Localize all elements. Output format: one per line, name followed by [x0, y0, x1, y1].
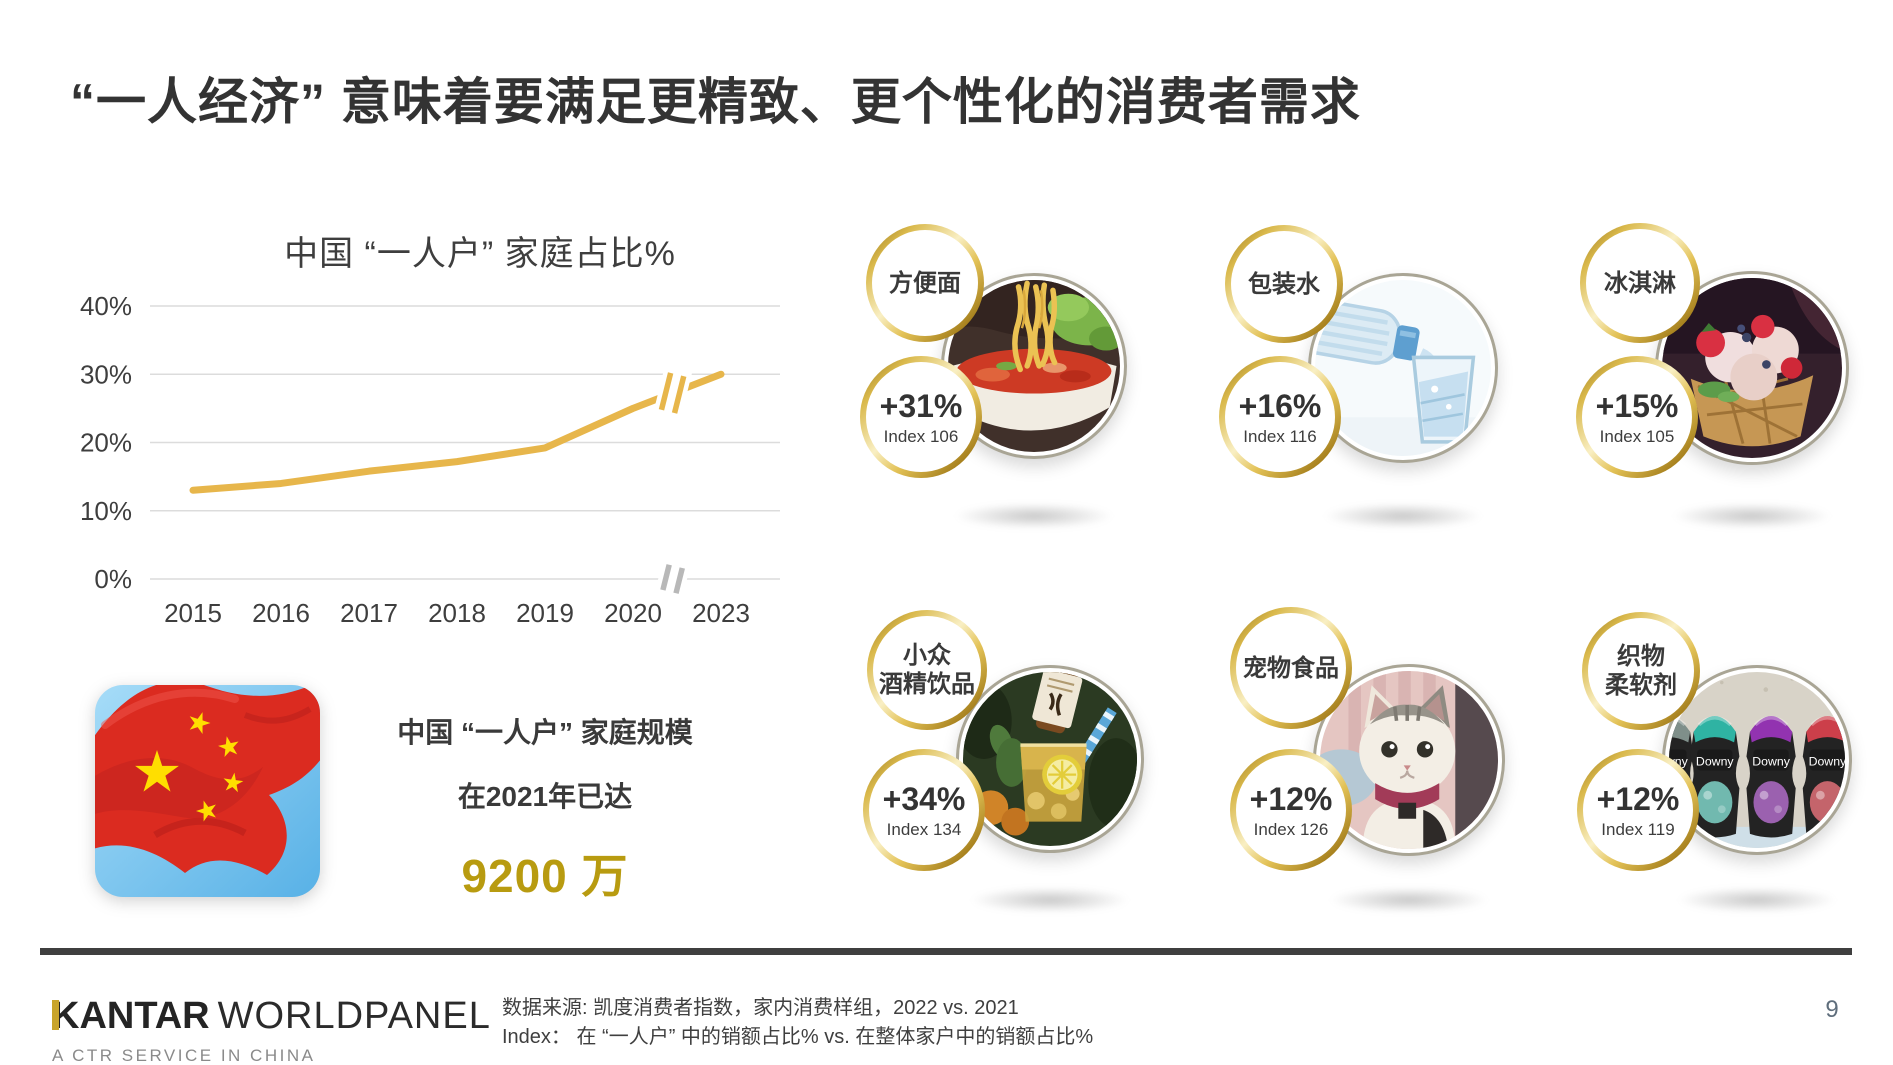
china-flag-graphic — [95, 685, 320, 897]
svg-text:40%: 40% — [80, 291, 132, 321]
index-circle-inner: +34% Index 134 — [869, 755, 979, 865]
growth-value: +16% — [1238, 387, 1322, 424]
index-value: Index 126 — [1253, 819, 1329, 839]
category-name: 织物 柔软剂 — [1605, 643, 1677, 699]
callout-value: 9200 万 — [461, 850, 629, 902]
callout-line2: 在2021年已达 — [457, 781, 633, 812]
svg-text:30%: 30% — [80, 359, 132, 389]
category-index-circle: +12% Index 126 — [1230, 749, 1352, 871]
photo-frame — [959, 668, 1141, 850]
badge-shadow — [970, 887, 1130, 913]
badge-shadow — [1323, 503, 1483, 529]
category-name: 方便面 — [889, 269, 961, 297]
category-name: 包装水 — [1248, 270, 1320, 298]
category-label-circle: 小众 酒精饮品 — [867, 610, 987, 730]
category-index-circle: +12% Index 119 — [1577, 749, 1699, 871]
index-circle-inner: +16% Index 116 — [1225, 362, 1335, 472]
category-photo-niche-alcohol — [956, 665, 1144, 853]
badge-shadow — [954, 503, 1114, 529]
label-circle-inner: 小众 酒精饮品 — [873, 616, 981, 724]
category-index-circle: +34% Index 134 — [863, 749, 985, 871]
growth-value: +15% — [1595, 387, 1679, 424]
category-name: 宠物食品 — [1243, 654, 1339, 682]
slide-title: “一人经济” 意味着要满足更精致、更个性化的消费者需求 — [70, 74, 1361, 130]
logo-kantar: KANTAR — [52, 995, 210, 1037]
category-index-circle: +15% Index 105 — [1576, 356, 1698, 478]
growth-value: +34% — [882, 780, 966, 817]
svg-text:Downy: Downy — [1752, 754, 1790, 768]
index-value: Index 119 — [1601, 819, 1675, 839]
svg-text:2016: 2016 — [252, 598, 310, 628]
household-size-callout: 中国 “一人户” 家庭规模 在2021年已达 9200 万 — [350, 716, 740, 906]
bottled-water-image — [1315, 280, 1491, 456]
svg-text:2023: 2023 — [692, 598, 750, 628]
svg-text:2017: 2017 — [340, 598, 398, 628]
category-photo-bottled-water — [1308, 273, 1498, 463]
svg-text:2019: 2019 — [516, 598, 574, 628]
category-label-circle: 冰淇淋 — [1580, 223, 1700, 343]
index-value: Index 134 — [886, 819, 962, 839]
kantar-worldpanel-logo: KANTAR WORLDPANEL A CTR SERVICE IN CHINA — [52, 995, 491, 1065]
category-label-circle: 方便面 — [866, 224, 984, 342]
growth-value: +31% — [879, 387, 963, 424]
category-label-circle: 包装水 — [1225, 225, 1343, 343]
svg-text:Downy: Downy — [1809, 754, 1845, 768]
logo-main: KANTAR WORLDPANEL — [52, 995, 491, 1038]
single-person-household-line-chart: 40% 30% 20% 10% 0% 2015 2016 2017 2018 2019 2020 20… — [80, 291, 780, 628]
index-circle-inner: +31% Index 106 — [866, 362, 976, 472]
badge-shadow — [1329, 887, 1489, 913]
svg-text:0%: 0% — [94, 564, 132, 594]
source-line1: 数据来源: 凯度消费者指数，家内消费样组，2022 vs. 2021 — [502, 997, 1019, 1019]
category-index-circle: +31% Index 106 — [860, 356, 982, 478]
label-circle-inner: 宠物食品 — [1236, 613, 1346, 723]
callout-line1: 中国 “一人户” 家庭规模 — [397, 717, 693, 748]
index-circle-inner: +15% Index 105 — [1582, 362, 1692, 472]
index-value: Index 116 — [1243, 426, 1317, 446]
category-label-circle: 织物 柔软剂 — [1582, 612, 1700, 730]
svg-text:20%: 20% — [80, 428, 132, 458]
chart-title: 中国 “一人户” 家庭占比% — [284, 235, 676, 273]
badge-shadow — [1672, 503, 1832, 529]
index-value: Index 105 — [1599, 426, 1675, 446]
svg-text:2020: 2020 — [604, 598, 662, 628]
label-circle-inner: 方便面 — [872, 230, 978, 336]
photo-frame — [1311, 276, 1495, 460]
svg-text:2015: 2015 — [164, 598, 222, 628]
category-name: 冰淇淋 — [1604, 269, 1676, 297]
category-index-circle: +16% Index 116 — [1219, 356, 1341, 478]
index-circle-inner: +12% Index 119 — [1583, 755, 1693, 865]
category-photo-fabric-softener: DownyDownyDownyDowny — [1662, 665, 1852, 855]
svg-text:Downy: Downy — [1696, 754, 1734, 768]
page-number: 9 — [1825, 996, 1839, 1023]
logo-worldpanel: WORLDPANEL — [217, 995, 491, 1037]
china-flag-image — [95, 685, 320, 897]
index-value: Index 106 — [883, 426, 959, 446]
index-circle-inner: +12% Index 126 — [1236, 755, 1346, 865]
label-circle-inner: 包装水 — [1231, 231, 1337, 337]
svg-text:2018: 2018 — [428, 598, 486, 628]
niche-alcohol-image — [963, 672, 1137, 846]
category-label-circle: 宠物食品 — [1230, 607, 1352, 729]
label-circle-inner: 冰淇淋 — [1586, 229, 1694, 337]
label-circle-inner: 织物 柔软剂 — [1588, 618, 1694, 724]
category-name: 小众 酒精饮品 — [879, 642, 975, 698]
data-source-note: 数据来源: 凯度消费者指数，家内消费样组，2022 vs. 2021 Index… — [502, 994, 1093, 1052]
logo-subtitle: A CTR SERVICE IN CHINA — [52, 1046, 316, 1065]
badge-shadow — [1677, 887, 1837, 913]
footer-divider — [40, 948, 1852, 955]
growth-value: +12% — [1596, 780, 1680, 817]
growth-value: +12% — [1249, 780, 1333, 817]
source-line2: Index： 在 “一人户” 中的销额占比% vs. 在整体家户中的销额占比% — [502, 1026, 1094, 1048]
svg-text:10%: 10% — [80, 496, 132, 526]
